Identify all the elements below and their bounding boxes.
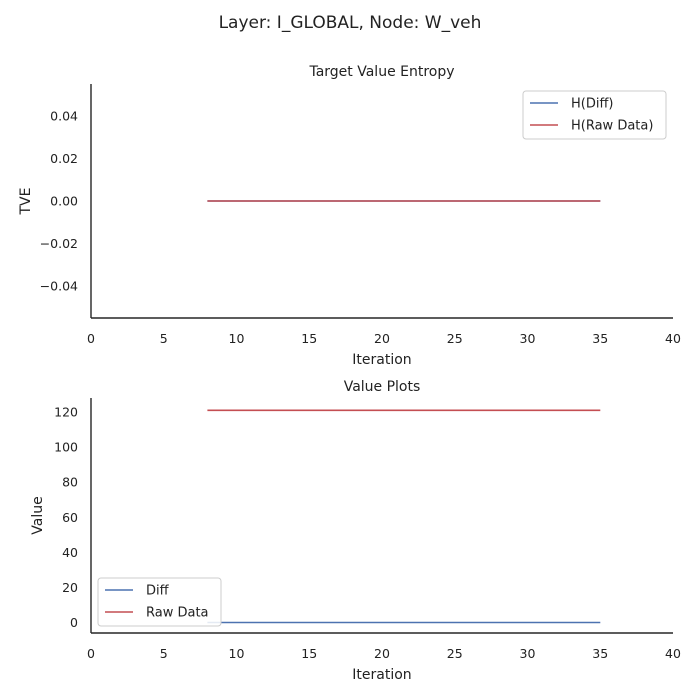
tve-x-axis-label: Iteration (352, 352, 411, 368)
tve-x-tick-label: 5 (160, 331, 168, 346)
tve-y-tick-label: −0.02 (40, 236, 78, 251)
value-x-tick-label: 25 (447, 646, 463, 661)
value-y-tick-label: 20 (62, 580, 78, 595)
value-x-tick-label: 30 (520, 646, 536, 661)
tve-legend: H(Diff) H(Raw Data) (522, 90, 667, 140)
value-x-tick-label: 15 (301, 646, 317, 661)
value-y-tick-label: 80 (62, 475, 78, 490)
value-y-axis-label: Value (30, 496, 46, 534)
value-chart-title: Value Plots (344, 379, 421, 395)
tve-x-tick-label: 35 (592, 331, 608, 346)
value-y-tick-label: 120 (54, 405, 78, 420)
value-legend: Diff Raw Data (97, 577, 222, 627)
tve-y-tick-label: 0.00 (50, 194, 78, 209)
tve-x-tick-label: 10 (229, 331, 245, 346)
tve-x-tick-label: 20 (374, 331, 390, 346)
value-y-tick-label: 40 (62, 545, 78, 560)
value-subplot: Value Plots 0 5 10 15 20 25 30 35 40 0 20 40 60 80 100 1… (30, 379, 681, 683)
value-x-tick-label: 35 (592, 646, 608, 661)
value-y-tick-label: 0 (70, 615, 78, 630)
tve-x-tick-label: 25 (447, 331, 463, 346)
tve-x-tick-label: 0 (87, 331, 95, 346)
value-legend-label: Raw Data (146, 606, 209, 621)
tve-y-tick-label: −0.04 (40, 279, 78, 294)
value-x-tick-label: 40 (665, 646, 681, 661)
tve-y-tick-label: 0.04 (50, 108, 78, 123)
tve-y-axis-label: TVE (18, 188, 34, 216)
value-x-tick-label: 10 (229, 646, 245, 661)
tve-legend-label: H(Diff) (571, 97, 614, 112)
tve-x-tick-label: 40 (665, 331, 681, 346)
value-x-tick-label: 0 (87, 646, 95, 661)
value-x-tick-label: 5 (160, 646, 168, 661)
value-y-tick-label: 60 (62, 510, 78, 525)
tve-y-tick-label: 0.02 (50, 151, 78, 166)
tve-x-tick-label: 15 (301, 331, 317, 346)
value-y-tick-label: 100 (54, 440, 78, 455)
value-x-tick-label: 20 (374, 646, 390, 661)
tve-chart-title: Target Value Entropy (308, 64, 454, 80)
tve-legend-frame (522, 90, 667, 140)
tve-x-tick-label: 30 (520, 331, 536, 346)
tve-legend-label: H(Raw Data) (571, 119, 653, 134)
value-legend-label: Diff (146, 584, 170, 599)
figure-suptitle: Layer: I_GLOBAL, Node: W_veh (219, 13, 482, 33)
value-x-axis-label: Iteration (352, 667, 411, 683)
tve-subplot: Target Value Entropy 0 5 10 15 20 25 30 35 40 0.04… (18, 64, 681, 368)
